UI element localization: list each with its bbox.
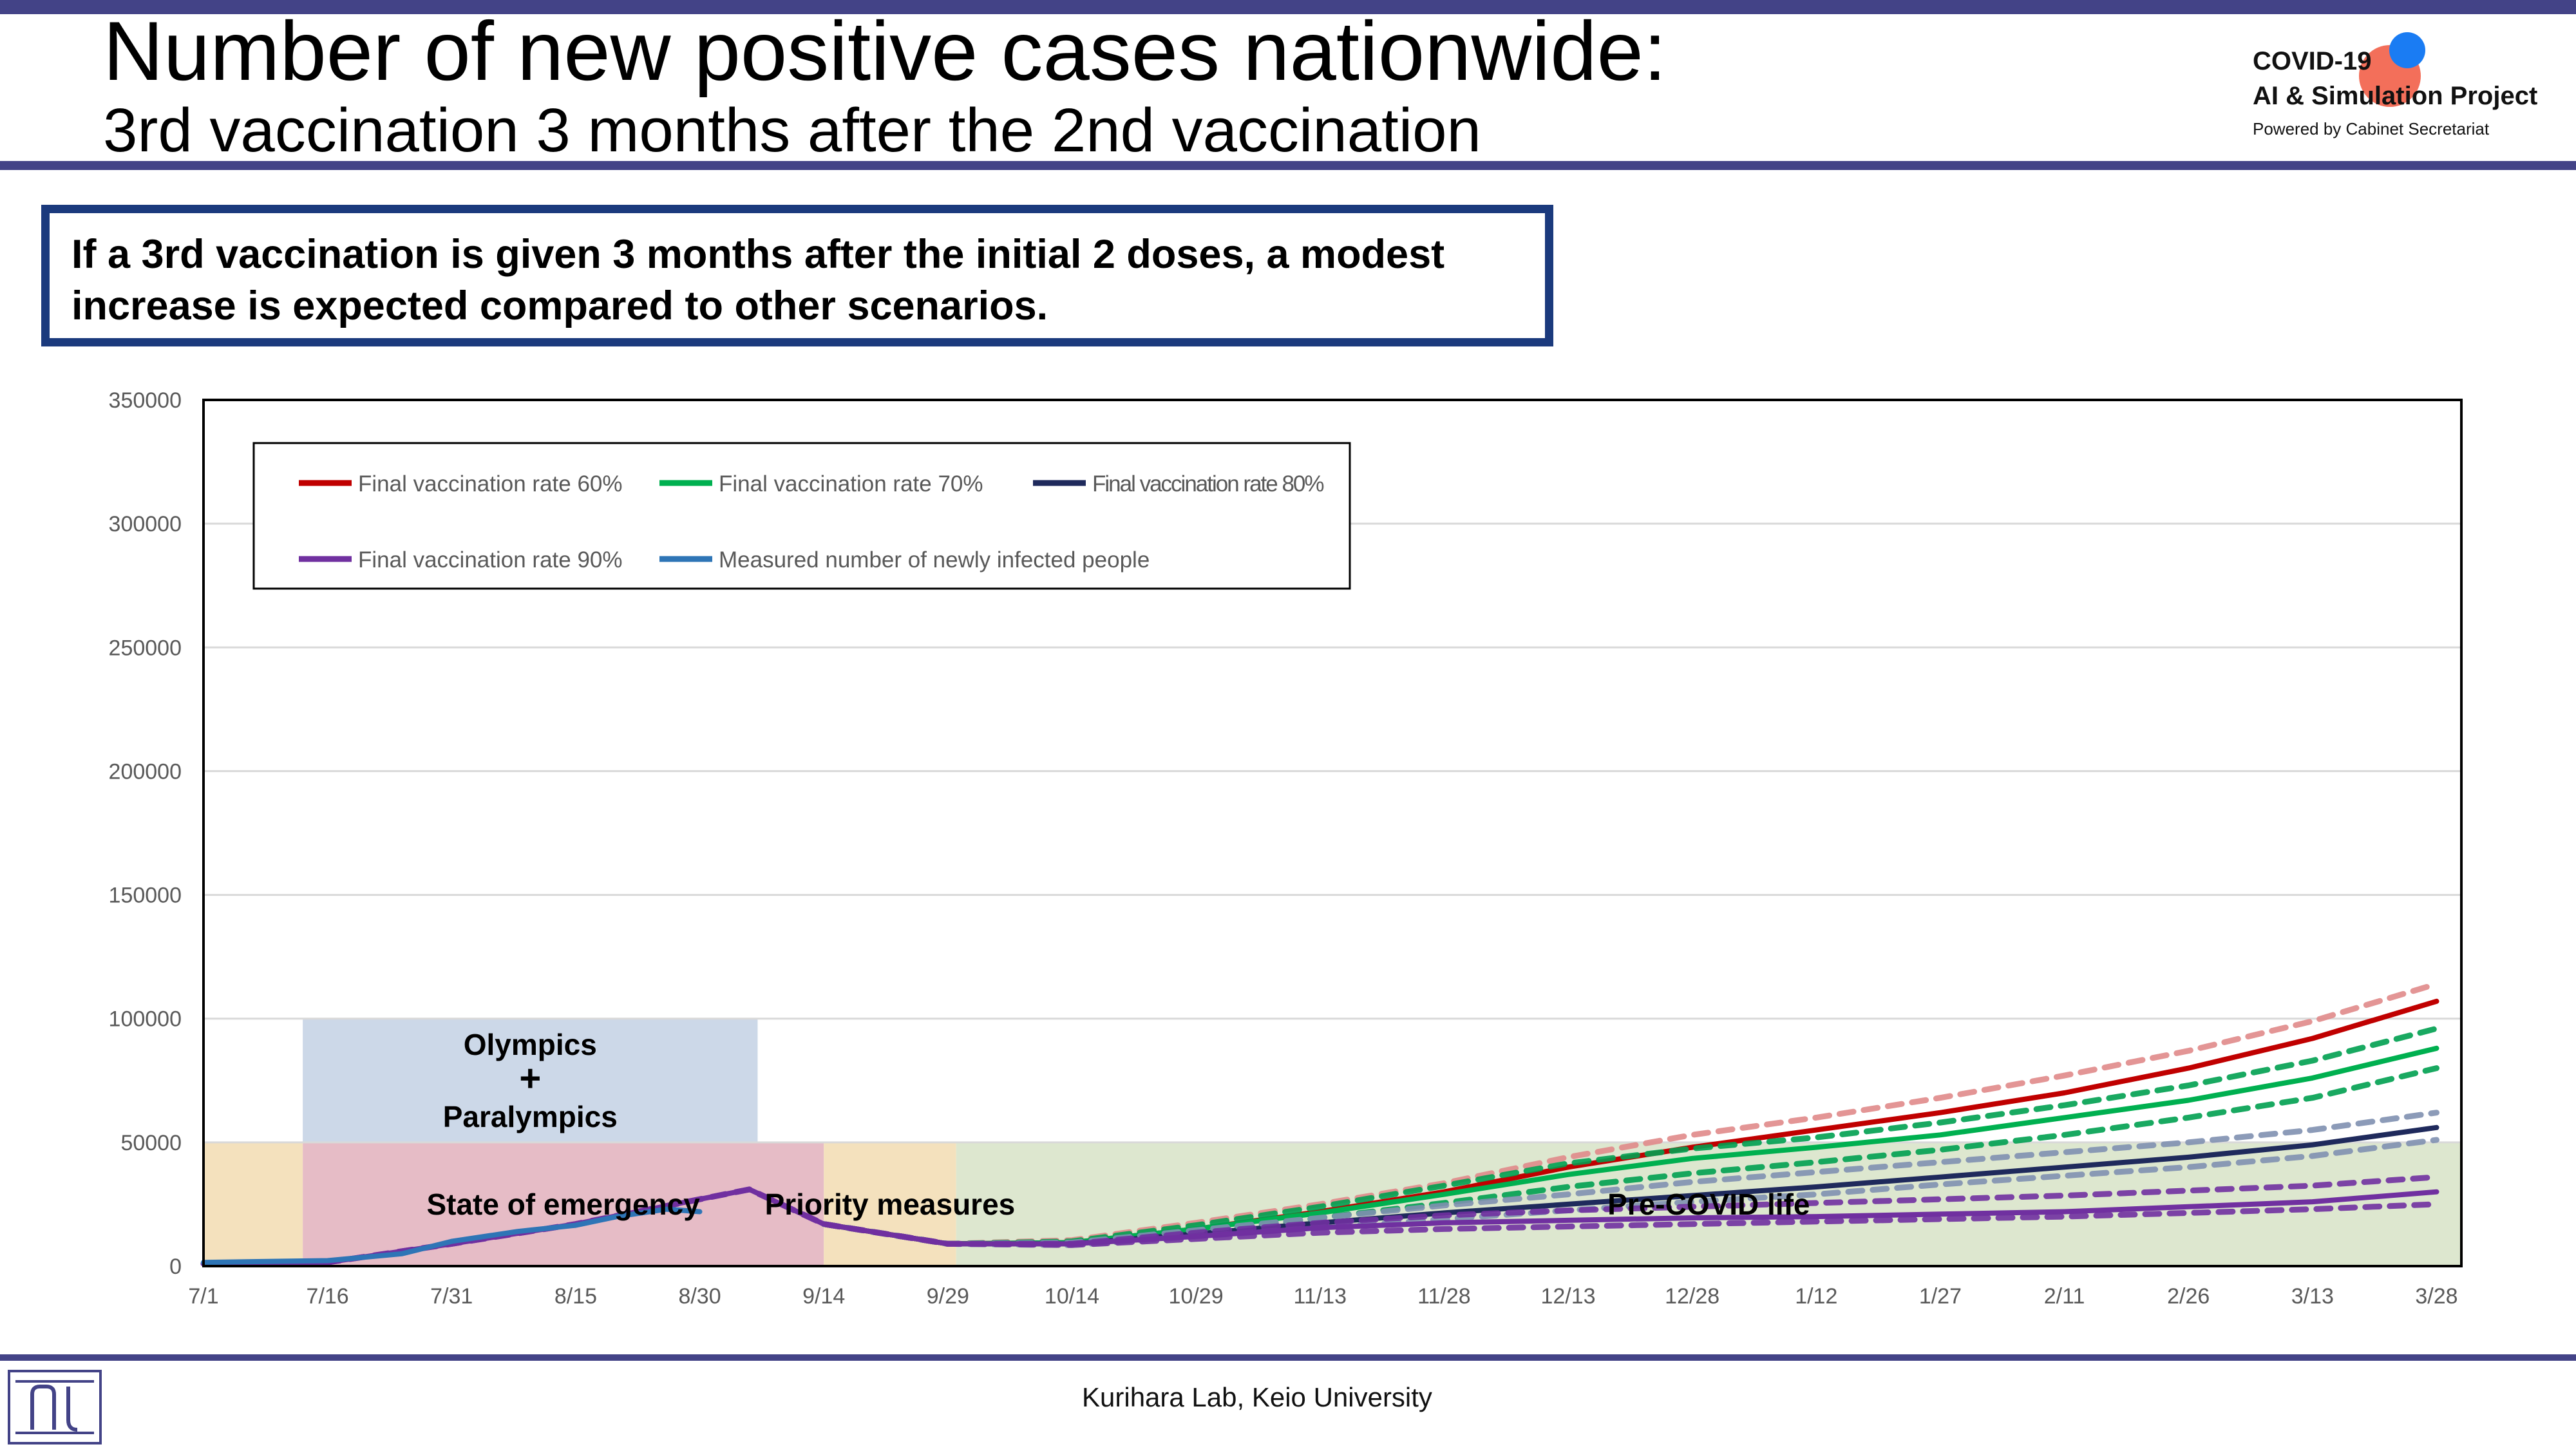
page-subtitle: 3rd vaccination 3 months after the 2nd v… [103,96,1481,165]
footer-credit: Kurihara Lab, Keio University [1082,1382,1432,1412]
footer-divider [0,1354,2576,1361]
chart-legend: Final vaccination rate 60% Final vaccinat… [252,442,1351,590]
x-tick-label: 9/29 [927,1284,969,1309]
y-axis-ticks: 0 50000 100000 150000 200000 250000 300000 3500… [109,388,182,1279]
top-accent-bar [0,0,2576,14]
plot-area-frame [202,399,2463,1267]
x-tick-label: 10/29 [1169,1284,1224,1309]
period-bands [204,1018,2462,1266]
x-tick-label: 10/14 [1045,1284,1099,1309]
y-tick-label: 100000 [109,1007,182,1032]
period-band-labels: Olympics+Paralympics State of emergency Pr… [426,1028,1810,1221]
cases-line-chart: Olympics+Paralympics State of emergency Pr… [109,388,2463,1309]
logo-blue-dot-icon [2389,32,2425,68]
period-band-label: State of emergency [426,1188,700,1221]
logo-line-3: Powered by Cabinet Secretariat [2253,119,2490,138]
period-band-label: Pre-COVID life [1607,1188,1810,1221]
x-tick-label: 7/31 [430,1284,473,1309]
y-tick-label: 300000 [109,512,182,536]
period-band-3 [204,1142,303,1266]
y-tick-label: 350000 [109,388,182,413]
x-tick-label: 12/28 [1665,1284,1719,1309]
x-tick-label: 12/13 [1540,1284,1595,1309]
callout-line-2: increase is expected compared to other s… [71,283,1048,328]
x-tick-label: 11/13 [1293,1284,1347,1309]
x-tick-label: 1/12 [1795,1284,1837,1309]
period-band-label: Olympics [464,1028,597,1061]
period-band-0 [303,1018,758,1142]
period-band-label: + [519,1057,541,1099]
period-band-label: Priority measures [765,1188,1016,1221]
covid-project-logo: COVID-19 AI & Simulation Project Powered… [2248,29,2557,151]
title-divider [0,161,2576,170]
y-tick-label: 50000 [120,1131,182,1155]
series-line-11 [201,1206,703,1265]
callout-line-1: If a 3rd vaccination is given 3 months a… [71,232,1445,277]
legend-entry: Final vaccination rate 90% [358,547,623,573]
x-tick-label: 2/11 [2044,1284,2085,1309]
x-tick-label: 8/15 [554,1284,597,1309]
period-band-label: Paralympics [443,1100,618,1133]
legend-entry: Final vaccination rate 60% [358,471,623,497]
x-tick-label: 7/1 [188,1284,218,1309]
x-tick-label: 9/14 [802,1284,845,1309]
legend-entry: Measured number of newly infected people [719,547,1150,573]
x-tick-label: 7/16 [307,1284,349,1309]
y-tick-label: 150000 [109,884,182,908]
x-tick-label: 1/27 [1919,1284,1962,1309]
period-band-2 [824,1142,956,1266]
page-title: Number of new positive cases nationwide: [103,4,1667,98]
legend-entry: Final vaccination rate 80% [1092,471,1323,497]
y-tick-label: 200000 [109,759,182,784]
x-tick-label: 8/30 [678,1284,721,1309]
x-tick-label: 11/28 [1417,1284,1471,1309]
legend-box [252,442,1351,590]
legend-entry: Final vaccination rate 70% [719,471,983,497]
y-tick-label: 250000 [109,636,182,660]
y-tick-label: 0 [169,1255,182,1279]
logo-line-1: COVID-19 [2253,47,2372,75]
kurihara-lab-logo-icon [8,1370,102,1444]
x-tick-label: 3/28 [2415,1284,2458,1309]
chart-series [200,981,2439,1267]
summary-callout: If a 3rd vaccination is given 3 months a… [41,205,1553,346]
x-tick-label: 2/26 [2167,1284,2210,1309]
x-tick-label: 3/13 [2291,1284,2334,1309]
x-axis-ticks: 7/1 7/16 7/31 8/15 8/30 9/14 9/29 10/14 10/29 11/… [188,1284,2458,1309]
period-band-1 [303,1142,824,1266]
logo-line-2: AI & Simulation Project [2253,82,2538,110]
